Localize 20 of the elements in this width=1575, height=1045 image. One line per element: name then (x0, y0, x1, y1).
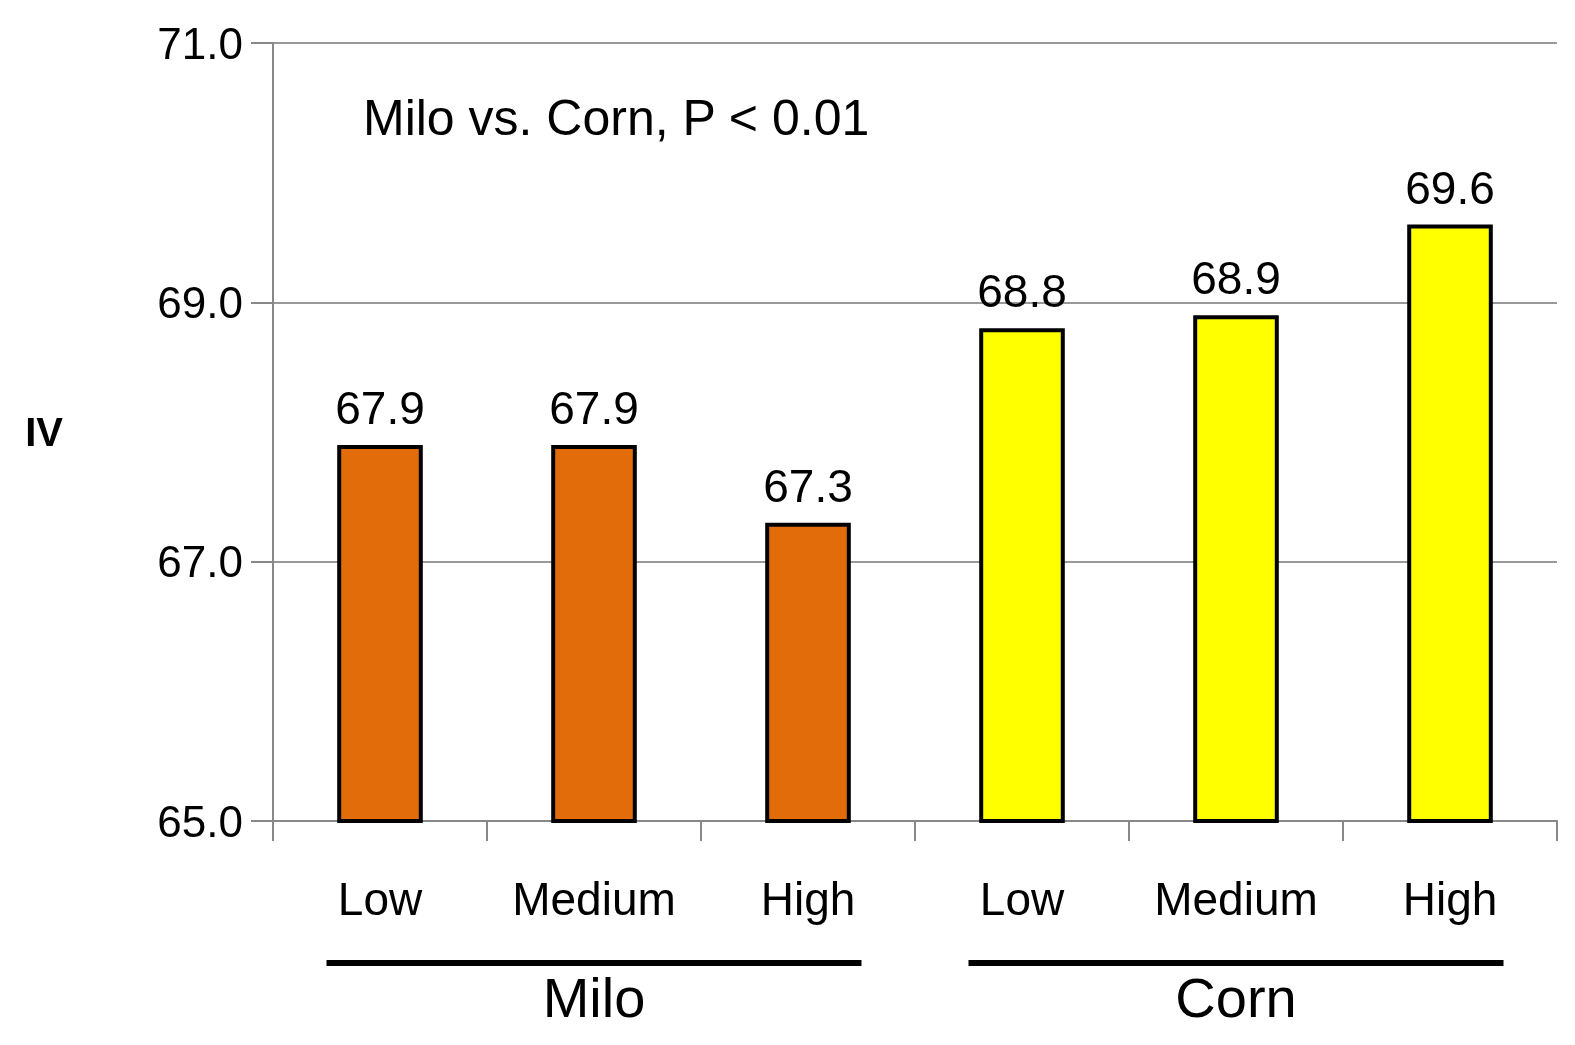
x-tick-label: Low (979, 873, 1065, 925)
x-tick-label: High (760, 873, 856, 925)
data-label: 67.9 (335, 381, 425, 434)
x-tick-label: High (1402, 873, 1498, 925)
data-label: 67.9 (549, 381, 639, 434)
y-axis-title: IV (25, 410, 64, 454)
text: Milo (542, 965, 646, 1029)
y-tick-label: 71.0 (157, 18, 243, 68)
x-tick-label: Medium (512, 873, 676, 925)
x-tick-label: Low (337, 873, 423, 925)
text: Corn (1175, 965, 1297, 1029)
x-tick-label: Medium (1154, 873, 1318, 925)
y-tick-label: 67.0 (157, 537, 243, 587)
y-tick-label: 65.0 (157, 796, 243, 846)
annotation: Milo vs. Corn, P < 0.01 (363, 90, 870, 146)
data-label: 69.6 (1405, 161, 1495, 214)
data-label: 68.8 (977, 265, 1067, 318)
data-label: 67.3 (763, 459, 853, 512)
data-label: 68.9 (1191, 252, 1281, 305)
y-tick-label: 69.0 (157, 277, 243, 327)
